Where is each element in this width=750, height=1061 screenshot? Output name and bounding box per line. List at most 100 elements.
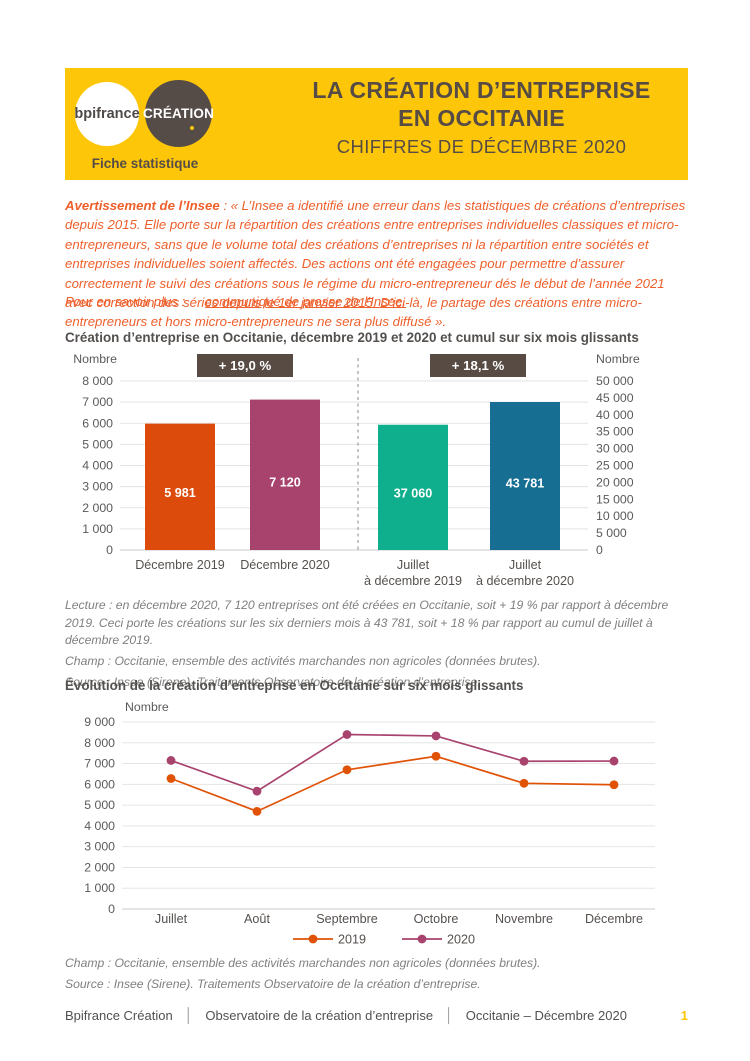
svg-text:Novembre: Novembre bbox=[495, 912, 553, 926]
svg-text:Décembre: Décembre bbox=[585, 912, 643, 926]
logo-accent-dot-icon bbox=[190, 126, 194, 130]
creation-logo-text: CRÉATION bbox=[142, 106, 215, 121]
svg-text:+ 19,0 %: + 19,0 % bbox=[219, 358, 272, 373]
svg-text:40 000: 40 000 bbox=[596, 408, 634, 422]
growth-badge bbox=[197, 354, 293, 377]
svg-text:20 000: 20 000 bbox=[596, 475, 634, 489]
insee-press-release-link[interactable]: communiqué de presse de l’Insee. bbox=[205, 294, 407, 309]
bpifrance-logo: bpifrance bbox=[74, 82, 140, 146]
right-axis: Nombre 0 5 000 10 000 15 000 20 000 25 000 30 0… bbox=[596, 352, 640, 557]
legend: 2019 2020 bbox=[293, 933, 475, 947]
svg-text:0: 0 bbox=[108, 902, 115, 916]
svg-text:25 000: 25 000 bbox=[596, 459, 634, 473]
svg-text:2019: 2019 bbox=[338, 933, 366, 947]
svg-text:1 000: 1 000 bbox=[82, 522, 113, 536]
series-2020 bbox=[166, 730, 619, 796]
notice-lead: Avertissement de l’Insee bbox=[65, 198, 220, 213]
bar-chart-title: Création d’entreprise en Occitanie, déce… bbox=[65, 330, 639, 345]
svg-text:7 120: 7 120 bbox=[269, 475, 301, 489]
svg-text:5 000: 5 000 bbox=[84, 798, 115, 812]
data-point-2020-septembre bbox=[342, 730, 352, 739]
legend-marker-2020 bbox=[417, 934, 427, 944]
data-point-2019-septembre bbox=[342, 765, 352, 775]
page-subtitle: CHIFFRES DE DÉCEMBRE 2020 bbox=[336, 136, 627, 158]
growth-badge bbox=[430, 354, 526, 377]
svg-text:Nombre: Nombre bbox=[125, 700, 169, 714]
svg-text:5 981: 5 981 bbox=[164, 486, 196, 500]
svg-text:5 000: 5 000 bbox=[82, 437, 113, 451]
bar-value-labels: 5 981 7 120 37 060 43 781 bbox=[164, 475, 544, 500]
data-point-2019-août bbox=[252, 806, 262, 816]
data-point-2020-octobre bbox=[431, 731, 441, 741]
svg-text:2 000: 2 000 bbox=[84, 860, 115, 874]
svg-text:Juillet: Juillet bbox=[397, 558, 430, 572]
svg-text:4 000: 4 000 bbox=[84, 819, 115, 833]
legend-marker-2019 bbox=[308, 934, 318, 944]
header-tagline: Fiche statistique bbox=[91, 156, 199, 171]
header-band: bpifrance CRÉATION Fiche statistique LA … bbox=[65, 68, 688, 180]
line-chart-title: Évolution de la création d’entreprise en… bbox=[65, 678, 524, 693]
svg-text:6 000: 6 000 bbox=[82, 416, 113, 430]
y-axis: Nombre 0 1 000 2 000 3 000 4 000 5 000 6 000 7 0… bbox=[84, 700, 169, 916]
svg-text:43 781: 43 781 bbox=[506, 476, 545, 490]
x-axis-labels: Décembre 2019 Décembre 2020 Juillet à décem… bbox=[135, 558, 574, 588]
left-axis: Nombre 0 1 000 2 000 3 000 4 000 5 000 6 000 7 0… bbox=[73, 352, 117, 557]
svg-text:Août: Août bbox=[244, 912, 270, 926]
page-title-line1: LA CRÉATION D’ENTREPRISE bbox=[312, 77, 651, 103]
svg-text:2 000: 2 000 bbox=[82, 501, 113, 515]
data-point-2020-novembre bbox=[519, 756, 529, 766]
bar-chart-notes: Lecture : en décembre 2020, 7 120 entrep… bbox=[65, 597, 690, 694]
svg-text:à décembre 2019: à décembre 2019 bbox=[364, 574, 462, 588]
footer: Bpifrance Création │ Observatoire de la … bbox=[65, 1007, 688, 1023]
svg-text:+ 18,1 %: + 18,1 % bbox=[452, 358, 505, 373]
svg-text:Juillet: Juillet bbox=[155, 912, 188, 926]
x-axis-labels: Juillet Août Septembre Octobre Novembre Décem… bbox=[155, 912, 643, 926]
note-source: Source : Insee (Sirene). Traitements Obs… bbox=[65, 674, 481, 689]
note-lecture: Lecture : en décembre 2020, 7 120 entrep… bbox=[65, 598, 669, 648]
bars bbox=[145, 399, 560, 550]
bar-chart: Nombre 0 1 000 2 000 3 000 4 000 5 000 6 000 7 0… bbox=[73, 352, 640, 588]
data-point-2019-octobre bbox=[431, 751, 441, 761]
svg-text:Septembre: Septembre bbox=[316, 912, 378, 926]
data-point-2020-décembre bbox=[609, 756, 619, 766]
note-champ: Champ : Occitanie, ensemble des activité… bbox=[65, 654, 541, 669]
more-info-label: Pour en savoir plus : bbox=[65, 294, 186, 309]
data-point-2020-août bbox=[252, 786, 262, 796]
svg-text:10 000: 10 000 bbox=[596, 509, 634, 523]
svg-text:37 060: 37 060 bbox=[394, 487, 433, 501]
line-chart: Nombre 0 1 000 2 000 3 000 4 000 5 000 6 000 7 0… bbox=[84, 700, 655, 947]
badges: + 19,0 % + 18,1 % bbox=[197, 354, 526, 377]
data-point-2019-juillet bbox=[166, 774, 176, 783]
footer-brand: Bpifrance Création bbox=[65, 1007, 173, 1023]
page-number: 1 bbox=[680, 1007, 688, 1023]
bar-juillet-à décembre 2020 bbox=[490, 402, 560, 550]
data-point-2020-juillet bbox=[166, 756, 176, 765]
series-2019 bbox=[166, 751, 619, 816]
line-chart-notes: Champ : Occitanie, ensemble des activité… bbox=[65, 955, 690, 996]
header-titles: LA CRÉATION D’ENTREPRISE EN OCCITANIE CH… bbox=[283, 77, 680, 158]
footer-observatory: Observatoire de la création d’entreprise bbox=[205, 1007, 434, 1023]
svg-text:0: 0 bbox=[596, 543, 603, 557]
svg-text:1 000: 1 000 bbox=[84, 881, 115, 895]
svg-text:à décembre 2020: à décembre 2020 bbox=[476, 574, 574, 588]
footer-edition: Occitanie – Décembre 2020 bbox=[465, 1007, 627, 1023]
gridlines bbox=[122, 721, 655, 910]
svg-text:7 000: 7 000 bbox=[84, 757, 115, 771]
svg-text:35 000: 35 000 bbox=[596, 425, 634, 439]
insee-notice: Avertissement de l’Insee : « L’Insee a i… bbox=[65, 196, 695, 332]
bar-décembre 2020 bbox=[250, 399, 320, 550]
svg-text:8 000: 8 000 bbox=[84, 736, 115, 750]
svg-text:Nombre: Nombre bbox=[73, 352, 117, 366]
notice-body: : « L’Insee a identifié une erreur dans … bbox=[65, 198, 686, 330]
footer-separator: │ bbox=[184, 1007, 194, 1023]
note-champ-2: Champ : Occitanie, ensemble des activité… bbox=[65, 956, 541, 970]
svg-text:4 000: 4 000 bbox=[82, 459, 113, 473]
svg-text:Juillet: Juillet bbox=[509, 558, 542, 572]
svg-text:Octobre: Octobre bbox=[414, 912, 459, 926]
svg-text:8 000: 8 000 bbox=[82, 374, 113, 388]
svg-text:3 000: 3 000 bbox=[84, 840, 115, 854]
svg-text:5 000: 5 000 bbox=[596, 526, 627, 540]
svg-text:50 000: 50 000 bbox=[596, 374, 634, 388]
svg-text:9 000: 9 000 bbox=[84, 715, 115, 729]
bar-décembre 2019 bbox=[145, 423, 215, 550]
